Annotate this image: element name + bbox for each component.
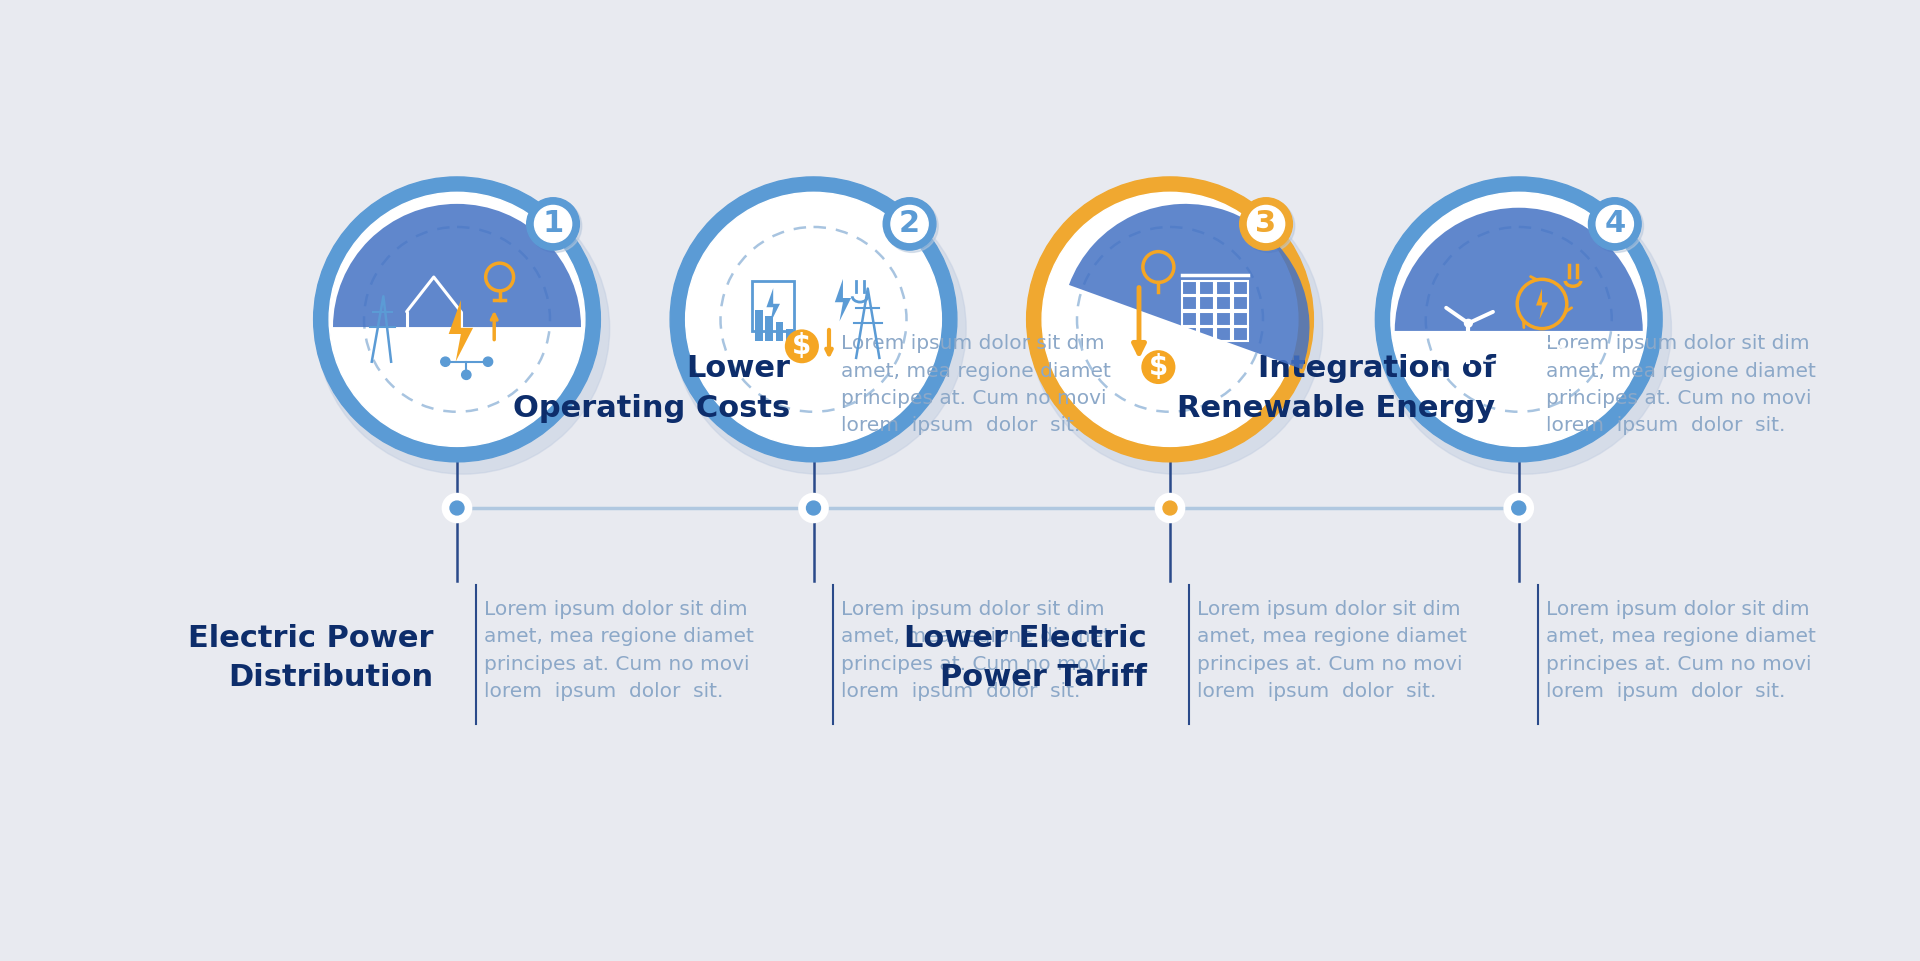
Bar [1215,296,1231,310]
Circle shape [670,177,956,462]
Circle shape [885,200,939,253]
Circle shape [449,501,465,515]
Circle shape [328,192,586,447]
Text: $: $ [793,333,812,360]
Text: Lorem ipsum dolor sit dim
amet, mea regione diamet
principes at. Cum no movi
lor: Lorem ipsum dolor sit dim amet, mea regi… [841,334,1110,435]
Bar [755,310,762,341]
Text: 3: 3 [1256,209,1277,238]
Circle shape [806,501,820,515]
Circle shape [1592,200,1644,253]
Circle shape [1156,494,1185,522]
Circle shape [1248,206,1284,242]
Text: Electric Power
Distribution: Electric Power Distribution [188,624,434,692]
Circle shape [883,198,935,250]
Circle shape [1511,501,1526,515]
Circle shape [442,357,449,366]
Text: 4: 4 [1605,209,1626,238]
Bar [1198,281,1213,295]
Circle shape [1043,192,1298,447]
Polygon shape [1536,288,1548,319]
Circle shape [444,494,470,522]
Bar [751,281,795,331]
Bar [1233,311,1248,326]
Bar [1215,327,1231,341]
Bar [1215,281,1231,295]
Circle shape [785,330,820,363]
Circle shape [1588,198,1642,250]
Circle shape [1390,192,1647,447]
Text: Lorem ipsum dolor sit dim
amet, mea regione diamet
principes at. Cum no movi
lor: Lorem ipsum dolor sit dim amet, mea regi… [1546,334,1816,435]
Circle shape [1505,494,1532,522]
Polygon shape [449,300,472,361]
Circle shape [317,184,611,474]
Bar [1198,327,1213,341]
Circle shape [534,206,572,242]
Circle shape [1242,200,1294,253]
Wedge shape [1394,208,1644,331]
Circle shape [1164,501,1177,515]
Bar [1198,311,1213,326]
Circle shape [461,370,470,380]
Wedge shape [332,204,582,327]
Bar [1181,296,1198,310]
Bar [1181,281,1198,295]
Circle shape [799,494,828,522]
Bar [785,329,793,341]
Circle shape [484,357,493,366]
Text: Integration of
Renewable Energy: Integration of Renewable Energy [1177,355,1496,423]
Bar [1233,281,1248,295]
Text: Lorem ipsum dolor sit dim
amet, mea regione diamet
principes at. Cum no movi
lor: Lorem ipsum dolor sit dim amet, mea regi… [484,600,755,701]
Circle shape [685,192,941,447]
Bar [776,323,783,341]
Circle shape [891,206,927,242]
Circle shape [530,200,582,253]
Text: Lower Electric
Power Tariff: Lower Electric Power Tariff [904,624,1146,692]
Polygon shape [766,288,780,323]
Circle shape [313,177,601,462]
Bar [1233,327,1248,341]
Text: $: $ [1148,353,1167,382]
Circle shape [674,184,966,474]
Circle shape [1465,319,1473,327]
Text: Lower
Operating Costs: Lower Operating Costs [513,355,791,423]
Text: 1: 1 [543,209,564,238]
Bar [1215,311,1231,326]
Bar [1198,296,1213,310]
Circle shape [1029,184,1323,474]
Circle shape [526,198,580,250]
Text: Lorem ipsum dolor sit dim
amet, mea regione diamet
principes at. Cum no movi
lor: Lorem ipsum dolor sit dim amet, mea regi… [1546,600,1816,701]
Text: Lorem ipsum dolor sit dim
amet, mea regione diamet
principes at. Cum no movi
lor: Lorem ipsum dolor sit dim amet, mea regi… [841,600,1110,701]
Wedge shape [1069,204,1309,369]
Bar [1181,311,1198,326]
Bar [1181,327,1198,341]
Circle shape [1375,177,1663,462]
Text: Lorem ipsum dolor sit dim
amet, mea regione diamet
principes at. Cum no movi
lor: Lorem ipsum dolor sit dim amet, mea regi… [1198,600,1467,701]
Circle shape [1379,184,1672,474]
Circle shape [1027,177,1313,462]
Bar [766,316,774,341]
Bar [1233,296,1248,310]
Circle shape [1240,198,1292,250]
Polygon shape [835,279,851,321]
Text: 2: 2 [899,209,920,238]
Circle shape [1140,350,1175,384]
Circle shape [1596,206,1634,242]
